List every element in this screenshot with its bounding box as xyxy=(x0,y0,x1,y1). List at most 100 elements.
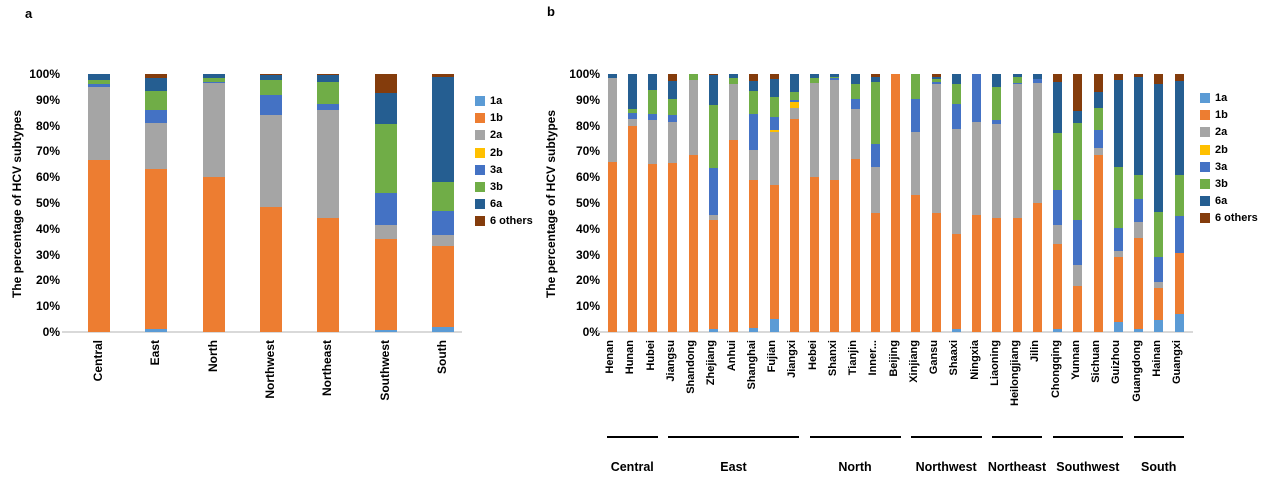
bar-beijing xyxy=(891,74,900,332)
segment-3a xyxy=(992,120,1002,125)
segment-3a xyxy=(870,143,880,167)
segment-3b xyxy=(1134,174,1143,200)
x-label-guizhou: Guizhou xyxy=(1110,340,1123,384)
segment-1b xyxy=(830,179,840,332)
group-underline-southwest xyxy=(1052,436,1124,438)
x-label-beijing: Beijing xyxy=(887,340,900,377)
y-tick-label: 50% xyxy=(35,196,60,210)
segment-6-others xyxy=(145,74,168,78)
segment-6a xyxy=(1073,111,1083,124)
group-underline-central xyxy=(607,436,658,438)
segment-3b xyxy=(931,79,941,82)
segment-3a xyxy=(374,192,397,225)
segment-2a xyxy=(789,107,799,120)
legend-item-3a: 3a xyxy=(475,164,502,176)
y-tick-label: 20% xyxy=(575,273,600,288)
segment-1b xyxy=(88,160,110,332)
bar-hubei xyxy=(648,74,657,332)
bar-chongqing xyxy=(1053,74,1062,332)
bar-hainan xyxy=(1154,74,1164,332)
segment-1b xyxy=(729,139,738,332)
segment-1b xyxy=(951,233,961,330)
legend-swatch-1a xyxy=(1200,93,1210,103)
segment-6a xyxy=(1113,80,1123,167)
x-label-ningxia: Ningxia xyxy=(968,340,981,380)
legend-item-2b: 2b xyxy=(475,147,503,159)
segment-1b xyxy=(1012,218,1022,332)
segment-1b xyxy=(850,159,860,332)
legend-swatch-1b xyxy=(1200,110,1210,121)
legend-swatch-6a xyxy=(475,199,485,210)
y-tick-label: 50% xyxy=(575,196,600,210)
y-tick-label: 80% xyxy=(575,118,600,133)
legend-label: 6 others xyxy=(490,215,533,228)
segment-2a xyxy=(1012,84,1022,219)
segment-6a xyxy=(931,76,941,80)
group-label-northeast: Northeast xyxy=(987,460,1047,474)
segment-1b xyxy=(259,206,282,332)
x-label-xinjiang: Xinjiang xyxy=(907,340,920,383)
segment-1b xyxy=(668,163,678,332)
y-tick-label: 90% xyxy=(35,92,60,107)
segment-3a xyxy=(88,84,110,87)
segment-3b xyxy=(202,77,225,82)
x-label-yunnan: Yunnan xyxy=(1069,340,1082,380)
segment-3a xyxy=(951,103,961,130)
legend-label: 2b xyxy=(1215,143,1228,156)
legend-swatch-6a xyxy=(1200,196,1210,207)
legend-swatch-3a xyxy=(1200,161,1210,172)
legend-label: 2b xyxy=(490,146,503,159)
segment-6a xyxy=(259,75,282,81)
group-underline-north xyxy=(809,436,901,438)
segment-6a xyxy=(145,77,168,91)
segment-2a xyxy=(1073,264,1083,286)
legend-swatch-3b xyxy=(1200,179,1210,189)
segment-6a xyxy=(317,75,340,82)
legend-label: 2a xyxy=(1215,126,1228,139)
group-label-south: South xyxy=(1141,460,1177,474)
legend-label: 1a xyxy=(1215,92,1228,104)
segment-1a xyxy=(951,329,961,332)
x-label-shanghai: Shanghai xyxy=(745,340,758,390)
segment-1b xyxy=(972,214,981,332)
segment-2a xyxy=(972,121,981,215)
segment-1b xyxy=(317,218,340,332)
segment-1b xyxy=(1073,285,1083,332)
segment-1b xyxy=(891,74,900,332)
segment-3a xyxy=(431,210,454,236)
segment-6a xyxy=(374,93,397,125)
segment-3b xyxy=(648,89,657,115)
segment-2a xyxy=(870,166,880,214)
y-tick-label: 0% xyxy=(582,325,600,339)
y-tick-label: 40% xyxy=(35,221,60,236)
segment-6a xyxy=(1174,80,1184,175)
bar-gansu xyxy=(931,74,941,332)
x-label-east: East xyxy=(148,340,163,366)
legend-swatch-3b xyxy=(475,182,485,192)
bar-southwest xyxy=(374,74,397,332)
segment-1a xyxy=(145,329,168,332)
y-tick-label: 100% xyxy=(29,67,60,81)
x-label-henan: Henan xyxy=(604,340,616,374)
segment-6a xyxy=(992,74,1002,87)
segment-3a xyxy=(317,103,340,111)
group-underline-northeast xyxy=(991,436,1043,438)
segment-6a xyxy=(951,74,961,85)
segment-3a xyxy=(1012,83,1022,85)
bar-guizhou xyxy=(1113,74,1123,332)
segment-1b xyxy=(374,239,397,331)
x-label-tianjin: Tianjin xyxy=(847,340,859,376)
legend-item-1a: 1a xyxy=(1200,92,1227,104)
segment-1b xyxy=(769,184,779,320)
group-underline-east xyxy=(667,436,800,438)
segment-3a xyxy=(708,168,718,215)
legend-item-6-others: 6 others xyxy=(475,215,533,227)
y-tick-label: 30% xyxy=(35,247,60,262)
segment-6-others xyxy=(1053,74,1062,82)
x-label-hebei: Hebei xyxy=(806,340,819,370)
bar-jiangxi xyxy=(789,74,799,332)
segment-1b xyxy=(607,161,617,332)
bar-hebei xyxy=(810,74,819,332)
bar-south xyxy=(431,74,454,332)
segment-3b xyxy=(1053,133,1062,191)
